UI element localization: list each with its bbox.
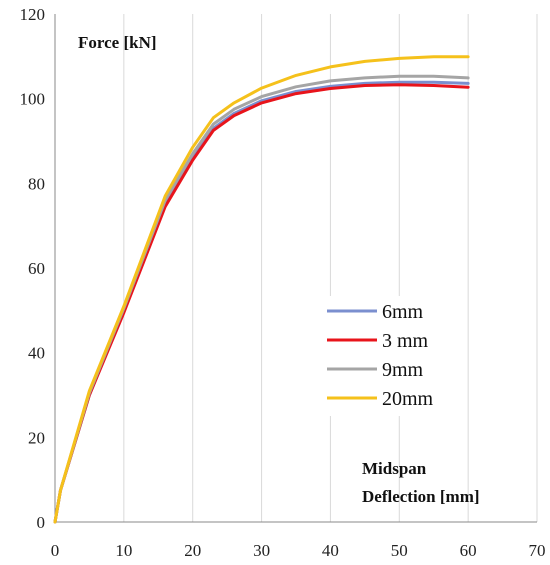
- y-tick-label-0: 0: [37, 513, 46, 532]
- y-axis-title: Force [kN]: [78, 33, 157, 52]
- grid-lines: [123, 14, 538, 522]
- y-tick-label-3: 60: [28, 259, 45, 278]
- y-tick-labels: 0 20 40 60 80 100 120: [20, 5, 46, 532]
- x-tick-label-2: 20: [184, 541, 201, 560]
- y-tick-label-5: 100: [20, 90, 46, 109]
- x-tick-label-3: 30: [253, 541, 270, 560]
- series-line-20mm: [53, 55, 470, 524]
- legend-label-3: 20mm: [382, 388, 434, 410]
- x-tick-label-6: 60: [460, 541, 477, 560]
- x-axis-title-line-1: Midspan: [362, 459, 427, 478]
- x-tick-label-7: 70: [529, 541, 546, 560]
- legend-box: [298, 296, 458, 416]
- y-tick-label-2: 40: [28, 344, 45, 363]
- x-tick-label-0: 0: [51, 541, 60, 560]
- series-lines: [53, 55, 470, 524]
- y-tick-label-4: 80: [28, 174, 45, 193]
- legend-label-2: 9mm: [382, 359, 424, 381]
- x-tick-label-5: 50: [391, 541, 408, 560]
- legend-label-0: 6mm: [382, 301, 424, 323]
- y-tick-label-1: 20: [28, 428, 45, 447]
- y-tick-label-6: 120: [20, 5, 46, 24]
- legend: 6mm 3 mm 9mm 20mm: [298, 296, 458, 416]
- x-tick-label-4: 40: [322, 541, 339, 560]
- legend-label-1: 3 mm: [382, 330, 429, 352]
- x-tick-label-1: 10: [115, 541, 132, 560]
- x-tick-labels: 0 10 20 30 40 50 60 70: [51, 541, 546, 560]
- axes: [54, 14, 537, 523]
- x-axis-title-line-2: Deflection [mm]: [362, 487, 480, 506]
